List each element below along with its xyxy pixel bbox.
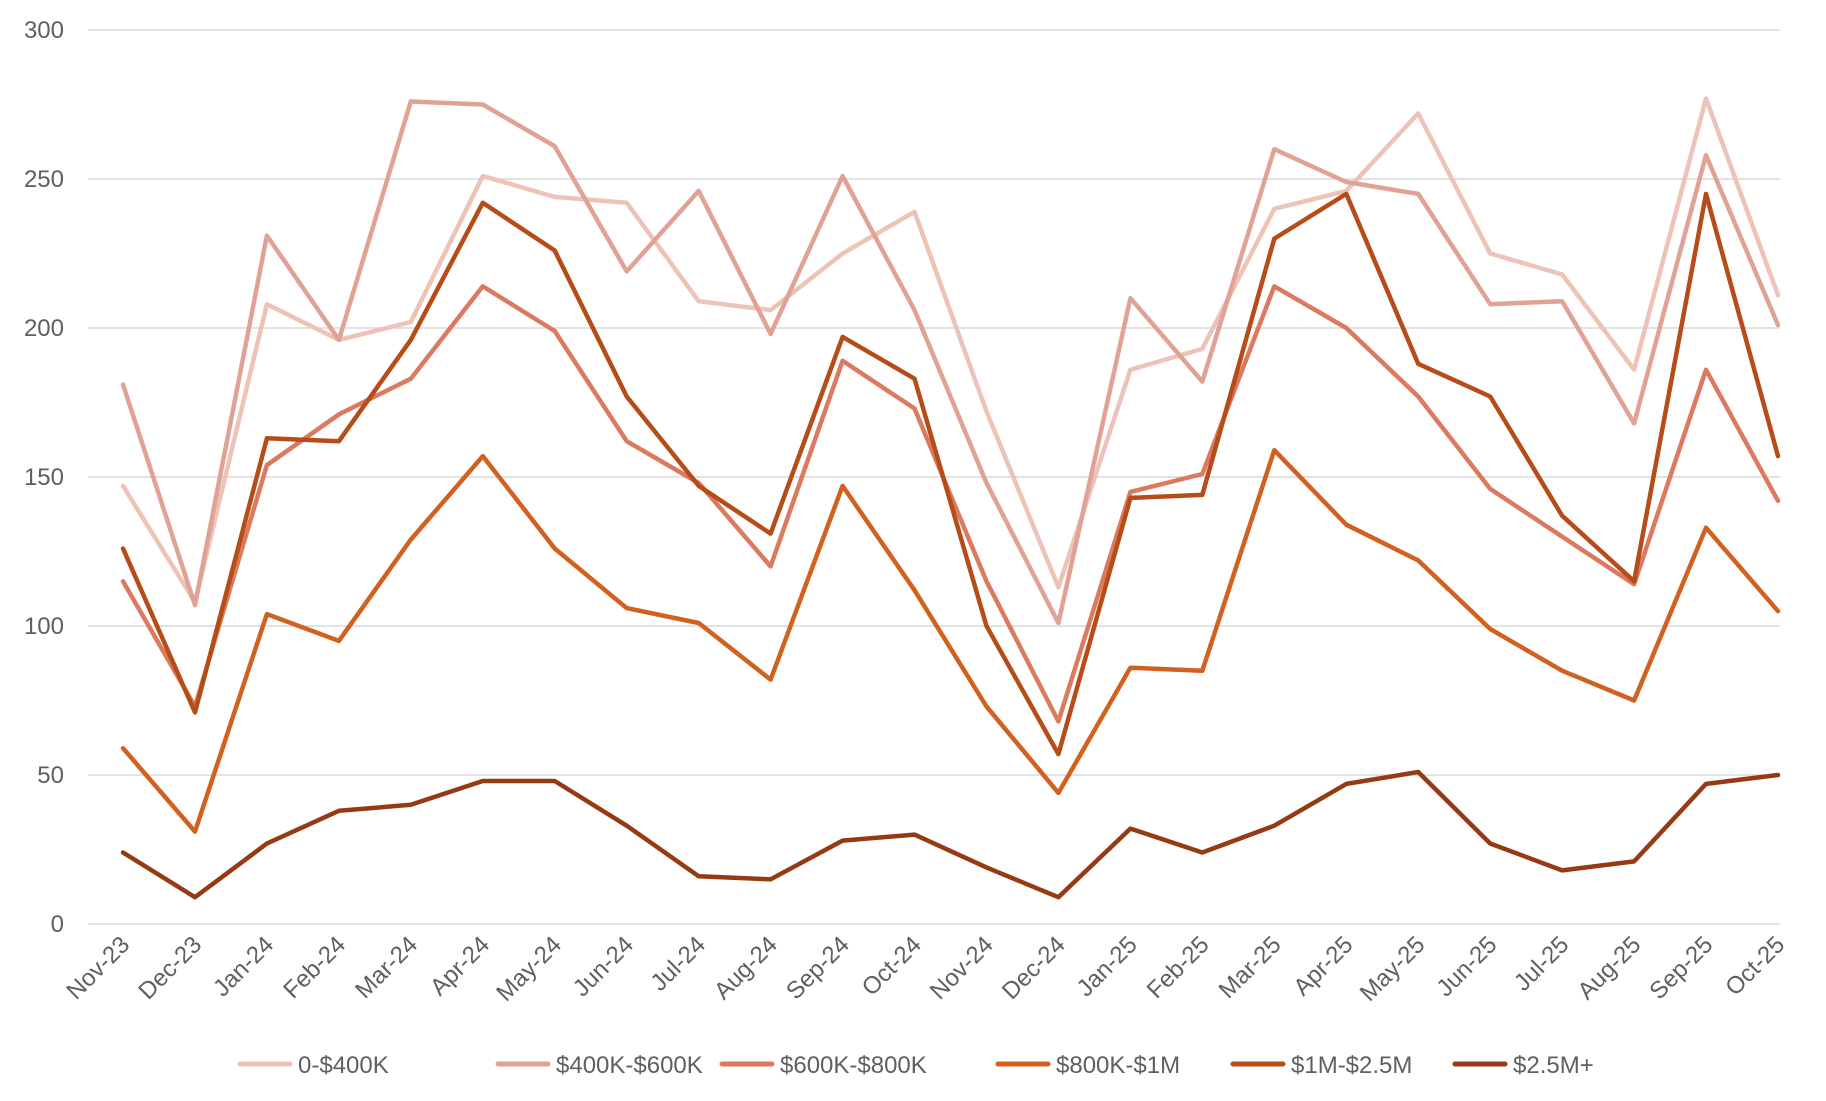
x-tick-label: Aug-25: [1573, 931, 1647, 1005]
x-tick-label: Apr-24: [425, 931, 495, 1001]
legend-label: $600K-$800K: [780, 1052, 927, 1079]
x-tick-label: Jun-25: [1431, 931, 1502, 1002]
x-tick-label: Oct-25: [1720, 931, 1790, 1001]
y-tick-label: 250: [24, 166, 64, 193]
legend-label: $400K-$600K: [556, 1052, 703, 1079]
y-axis-ticks: 0 50 100 150 200 250 300: [24, 17, 64, 938]
series-line-2: [120, 99, 1781, 626]
legend-label: $800K-$1M: [1056, 1052, 1180, 1079]
x-tick-label: Nov-23: [61, 931, 135, 1005]
x-tick-label: Feb-24: [278, 931, 351, 1004]
x-tick-label: Mar-24: [350, 931, 423, 1004]
x-tick-label: Sep-24: [781, 931, 855, 1005]
x-tick-label: Oct-24: [857, 931, 927, 1001]
x-tick-label: Feb-25: [1142, 931, 1215, 1004]
y-tick-label: 50: [37, 762, 64, 789]
x-tick-label: Jun-24: [568, 931, 639, 1002]
x-tick-label: Jul-25: [1509, 931, 1574, 996]
y-tick-label: 100: [24, 613, 64, 640]
series-line-1: [120, 96, 1781, 605]
x-tick-label: Jan-24: [208, 931, 279, 1002]
series-lines: [120, 96, 1781, 900]
x-tick-label: May-25: [1355, 931, 1431, 1007]
legend-label: $1M-$2.5M: [1291, 1052, 1412, 1079]
series-line-4: [120, 447, 1781, 834]
x-tick-label: Nov-24: [925, 931, 999, 1005]
x-tick-label: Mar-25: [1214, 931, 1287, 1004]
series-line-5: [120, 191, 1781, 757]
x-tick-label: Sep-25: [1644, 931, 1718, 1005]
x-tick-label: Dec-23: [133, 931, 207, 1005]
x-tick-label: Aug-24: [709, 931, 783, 1005]
legend-label: $2.5M+: [1513, 1052, 1594, 1079]
x-tick-label: May-24: [491, 931, 567, 1007]
legend: 0-$400K $400K-$600K $600K-$800K $800K-$1M $1…: [237, 1052, 1594, 1079]
gridlines: [88, 29, 1780, 925]
series-line-6: [120, 769, 1781, 900]
y-tick-label: 300: [24, 17, 64, 44]
y-tick-label: 0: [51, 911, 64, 938]
x-tick-label: Dec-24: [997, 931, 1071, 1005]
x-tick-label: Apr-25: [1288, 931, 1358, 1001]
legend-label: 0-$400K: [298, 1052, 389, 1079]
y-tick-label: 150: [24, 464, 64, 491]
x-tick-label: Jan-25: [1072, 931, 1143, 1002]
x-tick-label: Jul-24: [646, 931, 711, 996]
y-tick-label: 200: [24, 315, 64, 342]
